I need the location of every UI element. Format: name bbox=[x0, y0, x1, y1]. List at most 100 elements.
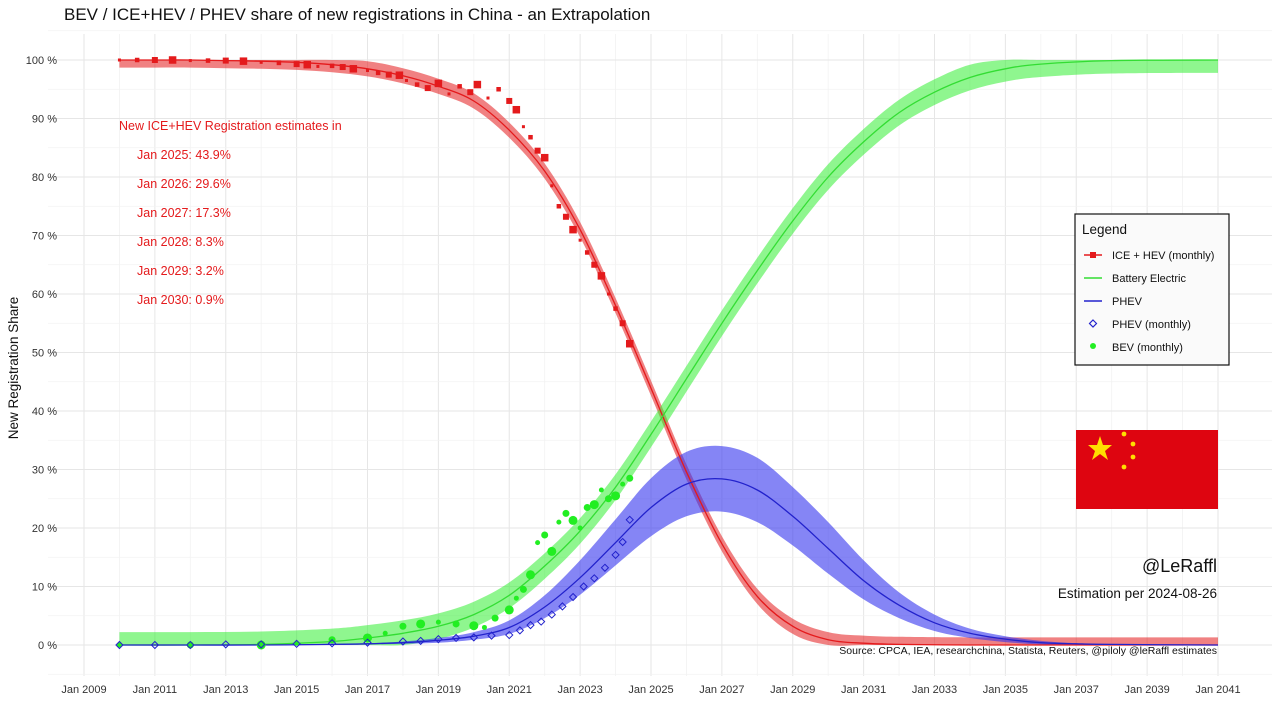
phev-monthly-point bbox=[150, 640, 160, 650]
bev-monthly-point bbox=[526, 570, 536, 580]
bev-monthly-point bbox=[589, 500, 599, 510]
ice-hev-monthly-point bbox=[486, 96, 490, 100]
ice-hev-monthly-point bbox=[569, 225, 577, 234]
phev-monthly-point bbox=[327, 639, 337, 648]
x-tick-label: Jan 2011 bbox=[133, 684, 177, 696]
phev-monthly-point bbox=[292, 639, 301, 649]
ice-hev-monthly-point bbox=[534, 147, 541, 154]
ice-hev-monthly-point bbox=[521, 125, 525, 129]
y-tick-labels: 0 % 10 % 20 % 30 % 40 % 50 % 60 % 70 % 80 % 90 % 1… bbox=[26, 55, 57, 652]
bev-monthly-point bbox=[491, 614, 499, 622]
ice-hev-monthly-point bbox=[188, 59, 192, 63]
x-tick-label: Jan 2027 bbox=[699, 684, 744, 696]
bev-monthly-point bbox=[481, 624, 487, 630]
bev-monthly-point bbox=[598, 487, 604, 493]
bev-monthly-point bbox=[577, 525, 583, 531]
ice-hev-fit-line bbox=[119, 59, 1218, 646]
phev-monthly-point bbox=[536, 617, 546, 626]
ice-hev-monthly-point bbox=[473, 80, 482, 89]
ice-hev-monthly-point bbox=[259, 60, 263, 64]
ice-hev-monthly-point bbox=[540, 153, 549, 162]
phev-monthly-point bbox=[558, 602, 567, 611]
y-tick-label: 10 % bbox=[32, 582, 57, 594]
phev-monthly-point bbox=[505, 630, 514, 640]
estimate-2028: Jan 2028: 8.3% bbox=[137, 235, 224, 249]
phev-monthly-point bbox=[579, 582, 588, 591]
bev-monthly-point bbox=[604, 495, 612, 503]
ice-hev-monthly-point bbox=[134, 57, 140, 63]
bev-monthly-point bbox=[399, 622, 407, 630]
legend-bev-monthly-label: BEV (monthly) bbox=[1112, 342, 1183, 354]
ice-hev-monthly-point bbox=[316, 64, 320, 68]
phev-monthly-point bbox=[115, 640, 124, 650]
ice-hev-monthly-point bbox=[606, 292, 610, 296]
ice-hev-monthly-point bbox=[303, 60, 312, 69]
phev-monthly-point bbox=[618, 537, 627, 547]
y-tick-label: 0 % bbox=[38, 640, 57, 652]
y-axis-label: New Registration Share bbox=[6, 297, 21, 440]
ice-hev-monthly-point bbox=[447, 92, 451, 96]
legend-phev-label: PHEV bbox=[1112, 296, 1143, 308]
ice-hev-monthly-point bbox=[168, 56, 177, 64]
ice-hev-monthly-point bbox=[512, 105, 521, 114]
ice-hev-monthly-point bbox=[424, 85, 431, 92]
x-tick-label: Jan 2031 bbox=[841, 684, 886, 696]
estimate-2027: Jan 2027: 17.3% bbox=[137, 206, 231, 220]
bev-monthly-point bbox=[504, 605, 514, 615]
phev-monthly-point bbox=[256, 640, 266, 649]
estimate-2025: Jan 2025: 43.9% bbox=[137, 148, 231, 162]
phev-monthly-point bbox=[469, 633, 479, 642]
ice-hev-monthly-point bbox=[385, 71, 392, 78]
ice-hev-monthly-point bbox=[619, 320, 626, 327]
ice-hev-monthly-point bbox=[625, 339, 634, 348]
phev-monthly-point bbox=[590, 574, 599, 583]
x-tick-label: Jan 2023 bbox=[557, 684, 602, 696]
flag-field bbox=[1076, 430, 1218, 509]
phev-monthly-point bbox=[363, 638, 372, 647]
ice-hev-monthly-point bbox=[550, 184, 554, 188]
phev-monthly-point bbox=[398, 637, 408, 646]
bev-monthly-point bbox=[556, 519, 562, 525]
flag-big-star bbox=[1088, 436, 1112, 460]
y-tick-label: 70 % bbox=[32, 231, 57, 243]
ice-hev-monthly-point bbox=[404, 78, 408, 82]
ice-hev-monthly-point bbox=[222, 57, 229, 64]
legend-title: Legend bbox=[1082, 222, 1127, 237]
x-tick-label: Jan 2025 bbox=[628, 684, 673, 696]
x-tick-label: Jan 2029 bbox=[770, 684, 815, 696]
estimate-2029: Jan 2029: 3.2% bbox=[137, 264, 224, 278]
ice-hev-monthly-point bbox=[467, 89, 474, 96]
phev-monthly-point bbox=[451, 633, 461, 643]
bev-monthly-point bbox=[583, 504, 591, 512]
bev-monthly-point bbox=[620, 481, 626, 487]
flag-small-star bbox=[1130, 441, 1136, 447]
bev-monthly-point bbox=[363, 633, 372, 643]
source-note: Source: CPCA, IEA, researchchina, Statis… bbox=[839, 645, 1217, 657]
estimate-2026: Jan 2026: 29.6% bbox=[137, 177, 231, 191]
legend-bev-label: Battery Electric bbox=[1112, 273, 1186, 285]
bev-monthly-point bbox=[568, 515, 578, 525]
bev-monthly-point bbox=[547, 546, 557, 556]
phev-band bbox=[119, 445, 1218, 646]
x-tick-label: Jan 2035 bbox=[983, 684, 1028, 696]
bev-monthly-point bbox=[562, 509, 570, 517]
x-tick-label: Jan 2013 bbox=[203, 684, 248, 696]
phev-monthly-point bbox=[221, 640, 230, 649]
china-flag bbox=[1076, 430, 1218, 509]
phev-monthly-point bbox=[487, 631, 496, 640]
ice-hev-monthly-point bbox=[205, 58, 211, 63]
ice-hev-monthly-point bbox=[395, 71, 404, 79]
chart-title: BEV / ICE+HEV / PHEV share of new regist… bbox=[64, 5, 650, 24]
legend-ice-label: ICE + HEV (monthly) bbox=[1112, 250, 1214, 262]
bev-monthly-point bbox=[469, 621, 479, 631]
ice-hev-monthly-point bbox=[329, 63, 335, 69]
ice-hev-monthly-point bbox=[613, 306, 618, 311]
legend-phev-monthly-label: PHEV (monthly) bbox=[1112, 319, 1191, 331]
x-tick-label: Jan 2041 bbox=[1195, 684, 1240, 696]
bev-monthly-point bbox=[116, 642, 122, 648]
bev-monthly-point bbox=[541, 531, 549, 539]
y-tick-label: 30 % bbox=[32, 465, 57, 477]
ice-hev-monthly-point bbox=[434, 79, 443, 88]
ice-hev-monthly-point bbox=[562, 213, 569, 220]
ice-hev-monthly-point bbox=[556, 204, 562, 209]
